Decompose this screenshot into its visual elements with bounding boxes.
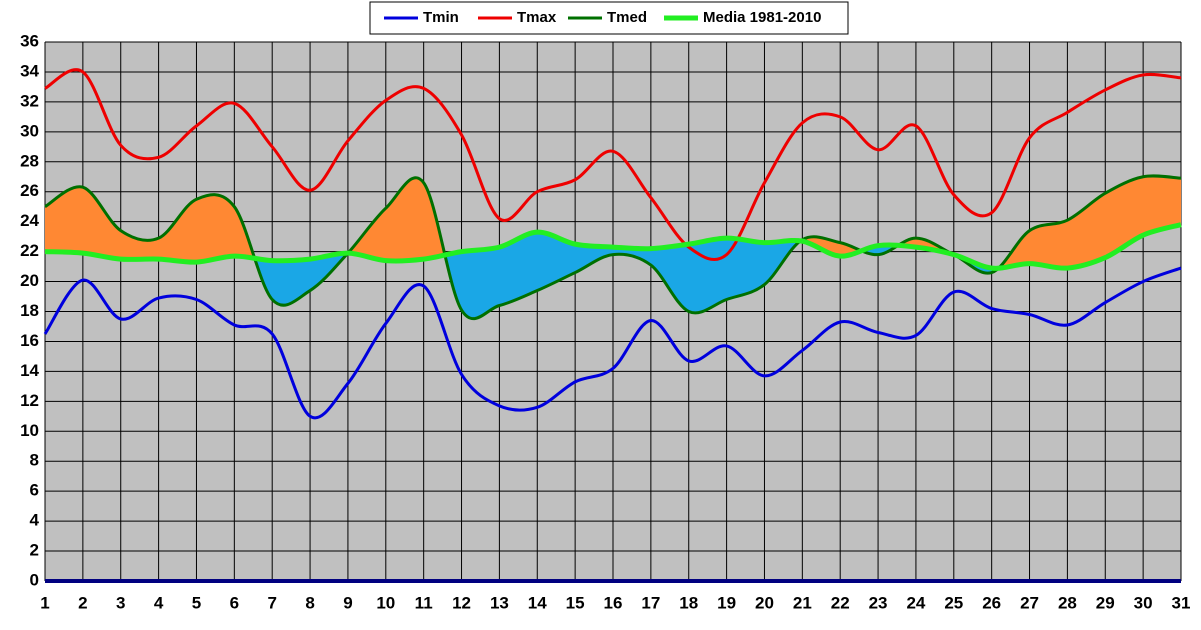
x-tick-label: 14 [528, 593, 547, 612]
y-tick-label: 4 [30, 511, 40, 530]
y-tick-label: 16 [20, 331, 39, 350]
y-tick-label: 6 [30, 481, 39, 500]
x-tick-label: 28 [1058, 593, 1077, 612]
y-tick-label: 12 [20, 391, 39, 410]
y-tick-label: 32 [20, 91, 39, 110]
y-tick-label: 18 [20, 301, 39, 320]
x-tick-label: 27 [1020, 593, 1039, 612]
x-tick-label: 13 [490, 593, 509, 612]
x-tick-label: 4 [154, 593, 164, 612]
y-tick-label: 20 [20, 271, 39, 290]
x-tick-label: 8 [305, 593, 314, 612]
x-tick-label: 31 [1172, 593, 1191, 612]
y-tick-label: 8 [30, 451, 39, 470]
x-tick-label: 7 [267, 593, 276, 612]
x-tick-label: 11 [415, 593, 433, 612]
y-tick-label: 28 [20, 151, 39, 170]
x-tick-label: 12 [452, 593, 471, 612]
x-tick-label: 22 [831, 593, 850, 612]
x-tick-label: 16 [604, 593, 623, 612]
x-tick-label: 17 [641, 593, 660, 612]
legend-label: Media 1981-2010 [703, 9, 821, 26]
x-tick-label: 2 [78, 593, 87, 612]
line-series [44, 68, 1182, 261]
x-tick-label: 10 [376, 593, 395, 612]
x-tick-label: 15 [566, 593, 585, 612]
y-tick-label: 22 [20, 241, 39, 260]
legend-label: Tmed [607, 9, 647, 26]
x-tick-label: 29 [1096, 593, 1115, 612]
x-tick-label: 26 [982, 593, 1001, 612]
y-tick-label: 0 [30, 570, 39, 589]
legend-label: Tmax [517, 9, 557, 26]
y-tick-label: 36 [20, 31, 39, 50]
line-series [44, 174, 1182, 320]
y-tick-label: 26 [20, 181, 39, 200]
x-tick-label: 3 [116, 593, 125, 612]
line-series [44, 222, 1182, 271]
x-tick-label: 23 [869, 593, 888, 612]
x-tick-label: 20 [755, 593, 774, 612]
legend-label: Tmin [423, 9, 459, 26]
x-tick-label: 21 [793, 593, 812, 612]
x-tick-label: 19 [717, 593, 736, 612]
y-tick-label: 10 [20, 421, 39, 440]
x-tick-label: 6 [230, 593, 239, 612]
line-series [43, 266, 1182, 420]
x-tick-label: 9 [343, 593, 352, 612]
y-tick-label: 2 [30, 541, 39, 560]
x-tick-label: 25 [944, 593, 963, 612]
y-tick-label: 24 [20, 211, 39, 230]
y-tick-label: 34 [20, 61, 39, 80]
x-tick-label: 18 [679, 593, 698, 612]
y-tick-label: 14 [20, 361, 39, 380]
x-tick-label: 5 [192, 593, 201, 612]
x-tick-label: 24 [906, 593, 925, 612]
x-tick-label: 1 [40, 593, 49, 612]
y-tick-label: 30 [20, 121, 39, 140]
x-tick-label: 30 [1134, 593, 1153, 612]
legend [369, 1, 849, 35]
